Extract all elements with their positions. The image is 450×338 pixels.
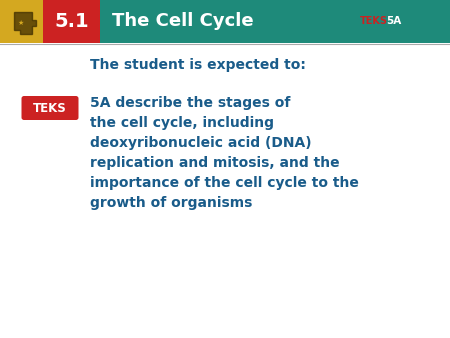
Text: The student is expected to:: The student is expected to: bbox=[90, 58, 306, 72]
Text: 5.1: 5.1 bbox=[54, 12, 89, 31]
FancyBboxPatch shape bbox=[22, 96, 78, 120]
Text: ★: ★ bbox=[18, 20, 23, 25]
Text: the cell cycle, including: the cell cycle, including bbox=[90, 116, 274, 130]
Text: TEKS: TEKS bbox=[360, 17, 388, 26]
Text: growth of organisms: growth of organisms bbox=[90, 196, 252, 210]
Text: 5A describe the stages of: 5A describe the stages of bbox=[90, 96, 290, 110]
Polygon shape bbox=[14, 11, 36, 33]
Bar bbox=[0, 0, 43, 43]
Text: TEKS: TEKS bbox=[33, 101, 67, 115]
Text: deoxyribonucleic acid (DNA): deoxyribonucleic acid (DNA) bbox=[90, 136, 311, 150]
Bar bbox=[43, 0, 100, 43]
Text: The Cell Cycle: The Cell Cycle bbox=[112, 13, 254, 30]
Text: replication and mitosis, and the: replication and mitosis, and the bbox=[90, 156, 340, 170]
Bar bbox=[0, 0, 450, 43]
Text: 5A: 5A bbox=[386, 17, 401, 26]
Text: importance of the cell cycle to the: importance of the cell cycle to the bbox=[90, 176, 359, 190]
